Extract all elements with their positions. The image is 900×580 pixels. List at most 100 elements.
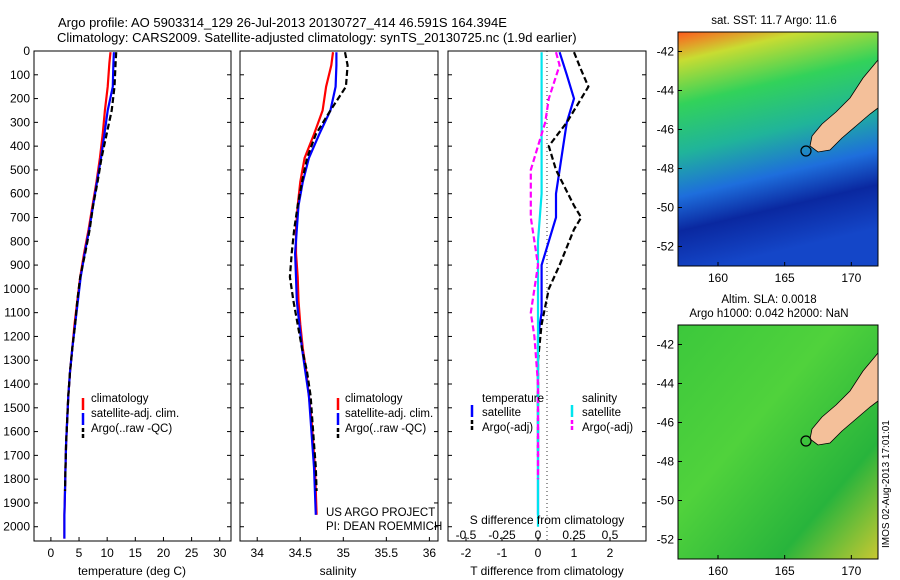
depth-tick-label: 1300 [3, 353, 30, 367]
depth-tick-label: 100 [10, 68, 30, 82]
temperature-legend-satellite: satellite-adj. clim. [91, 408, 179, 420]
map-y-tick-label: -42 [657, 338, 675, 352]
salinity-panel: 34 34.5 35 35.5 36 salinity climatology sate… [239, 50, 442, 578]
temperature-xlabel: temperature (deg C) [78, 564, 186, 578]
sst-float-marker [800, 145, 812, 157]
temperature-legend: climatology satellite-adj. clim. Argo(..… [81, 393, 179, 440]
map-x-tick-label: 170 [841, 564, 861, 578]
x-tick-label: 10 [100, 546, 114, 560]
depth-tick-label: 1200 [3, 329, 30, 343]
map-y-tick-label: -50 [657, 201, 675, 215]
depth-tick-label: 900 [10, 258, 30, 272]
depth-tick-label: 1800 [3, 472, 30, 486]
map-x-tick-label: 160 [708, 271, 728, 285]
depth-tick-label: 1500 [3, 401, 30, 415]
x-tick-label: 36 [423, 546, 437, 560]
x-tick-label: 34 [251, 546, 265, 560]
depth-tick-label: 700 [10, 211, 30, 225]
project-label: US ARGO PROJECT [326, 507, 435, 519]
map-y-tick-label: -48 [657, 455, 675, 469]
depth-tick-label: 400 [10, 139, 30, 153]
map-x-tick-label: 170 [841, 271, 861, 285]
x-tick-label: 35 [337, 546, 351, 560]
x-tick-label: 34.5 [289, 546, 313, 560]
depth-tick-label: 600 [10, 187, 30, 201]
map-x-tick-label: 165 [775, 271, 795, 285]
temperature-axes [33, 50, 232, 542]
map-y-tick-label: -44 [657, 84, 675, 98]
sla-map-y-ticks: -42 -44 -46 -48 -50 -52 [657, 338, 682, 547]
header-line2: Climatology: CARS2009. Satellite-adjuste… [57, 30, 577, 45]
difference-xlabel-top: S difference from climatology [470, 513, 625, 527]
depth-tick-label: 1100 [4, 306, 30, 320]
depth-tick-label: 0 [23, 44, 30, 58]
map-x-tick-label: 160 [708, 564, 728, 578]
difference-lines [529, 51, 590, 527]
sla-float-marker [800, 435, 812, 447]
pi-label: PI: DEAN ROEMMICH [326, 521, 442, 533]
depth-tick-label: 800 [10, 234, 30, 248]
x-tick-label: 15 [129, 546, 143, 560]
depth-tick-label: 1000 [3, 282, 30, 296]
temperature-legend-climatology: climatology [91, 393, 149, 405]
salinity-xlabel: salinity [320, 564, 357, 578]
depth-tick-label: 200 [10, 92, 30, 106]
s-tick-label: -0.5 [456, 528, 477, 542]
x-tick-label: -2 [461, 546, 472, 560]
x-tick-label: 1 [571, 546, 578, 560]
difference-legend: temperature satellite Argo(-adj) salinit… [470, 393, 633, 434]
difference-panel: -2 -1 0 1 2 -0.5 -0.25 0 0.25 0.5 T difference f… [447, 50, 647, 578]
depth-tick-label: 500 [10, 163, 30, 177]
s-tick-label: 0.25 [562, 528, 586, 542]
sla-map-title1: Altim. SLA: 0.0018 [721, 294, 816, 306]
map-y-tick-label: -46 [657, 123, 675, 137]
salinity-lines [288, 51, 349, 515]
salinity-legend: climatology satellite-adj. clim. Argo(..… [336, 393, 433, 440]
depth-tick-label: 2000 [3, 520, 30, 534]
s-tick-label: 0.5 [602, 528, 619, 542]
depth-tick-label: 1700 [3, 448, 30, 462]
sla-map: Altim. SLA: 0.0018 Argo h1000: 0.042 h20… [657, 294, 879, 578]
sst-map: sat. SST: 11.7 Argo: 11.6 160 165 170 -42-… [657, 15, 879, 285]
sst-map-title: sat. SST: 11.7 Argo: 11.6 [711, 15, 837, 27]
sst-map-x-ticks: 160 165 170 [708, 262, 862, 285]
sst-map-y-ticks: -42 -44 -46 -48 -50 -52 [657, 45, 682, 254]
sla-map-title2: Argo h1000: 0.042 h2000: NaN [689, 308, 848, 320]
x-tick-label: 25 [185, 546, 199, 560]
salinity-axes [239, 50, 439, 542]
sla-land [809, 351, 879, 446]
sst-land [809, 58, 879, 153]
legend-temperature-satellite: satellite [482, 407, 521, 419]
x-tick-label: 35.5 [375, 546, 399, 560]
difference-x-ticks: -2 -1 0 1 2 [461, 537, 614, 560]
temperature-x-ticks: 0 5 10 15 20 25 30 [48, 537, 227, 560]
map-y-tick-label: -46 [657, 416, 675, 430]
temperature-lines [63, 52, 118, 539]
legend-salinity-satellite: satellite [582, 407, 621, 419]
depth-tick-label: 1900 [3, 496, 30, 510]
x-tick-label: -1 [497, 546, 508, 560]
x-tick-label: 2 [607, 546, 614, 560]
salinity-legend-satellite: satellite-adj. clim. [345, 408, 433, 420]
s-tick-label: -0.25 [488, 528, 516, 542]
depth-tick-label: 300 [10, 115, 30, 129]
legend-temperature-argo: Argo(-adj) [482, 422, 533, 434]
header-line1: Argo profile: AO 5903314_129 26-Jul-2013… [58, 15, 507, 30]
map-y-tick-label: -44 [657, 377, 675, 391]
map-y-tick-label: -52 [657, 240, 675, 254]
x-tick-label: 5 [76, 546, 83, 560]
series-line [288, 51, 349, 492]
map-y-tick-label: -48 [657, 162, 675, 176]
watermark: IMOS 02-Aug-2013 17:01:01 [881, 420, 892, 548]
legend-salinity-title: salinity [582, 393, 617, 405]
map-y-tick-label: -42 [657, 45, 675, 59]
legend-temperature-title: temperature [482, 393, 544, 405]
salinity-legend-climatology: climatology [345, 393, 403, 405]
legend-salinity-argo: Argo(-adj) [582, 422, 633, 434]
x-tick-label: 0 [48, 546, 55, 560]
x-tick-label: 0 [535, 546, 542, 560]
x-tick-label: 20 [157, 546, 171, 560]
temperature-panel: 0100200300400500600700800900100011001200… [3, 44, 232, 578]
temperature-legend-argo: Argo(..raw -QC) [91, 423, 172, 435]
